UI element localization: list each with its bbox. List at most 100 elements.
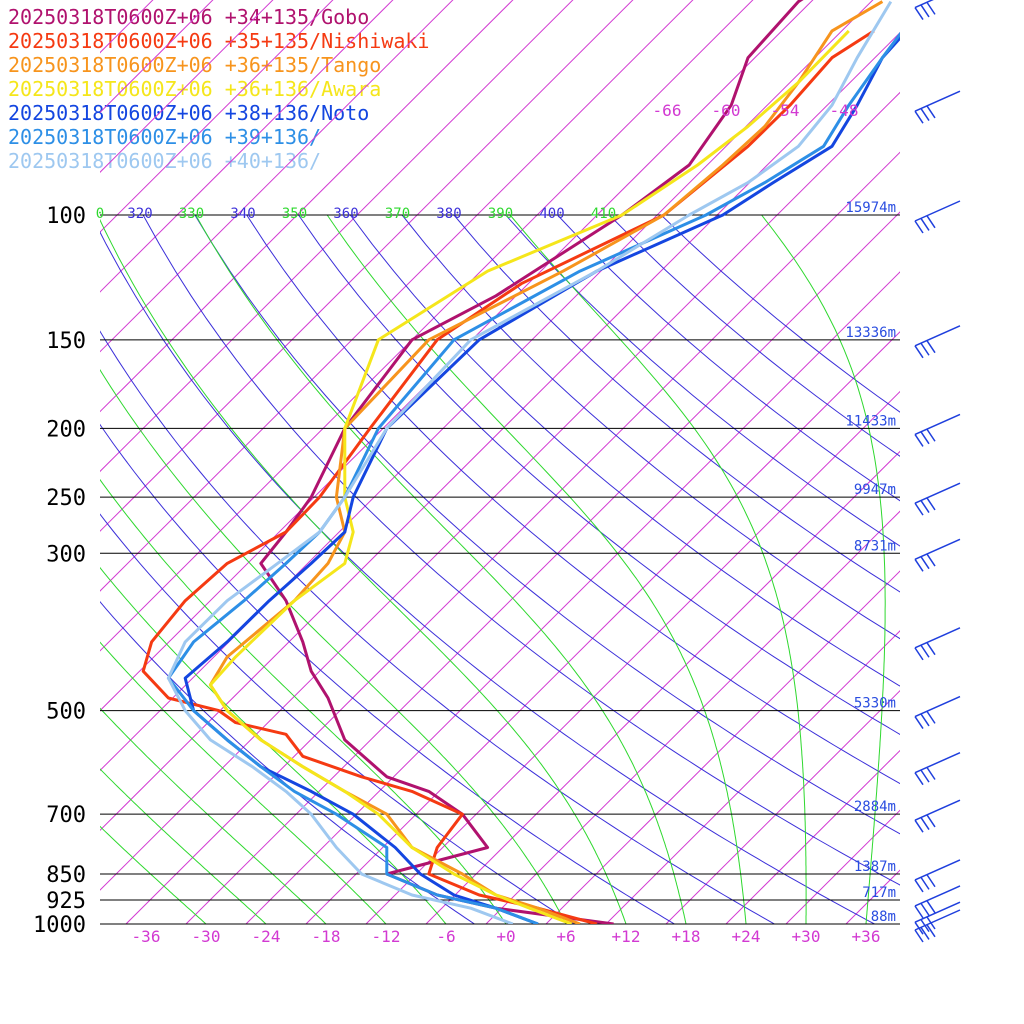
height-label: 8731m [854,538,896,554]
wind-barb-icon [914,859,961,893]
barb-flag [926,553,936,567]
temperature-tick-label: -12 [372,927,401,946]
isotherm-line [100,0,394,293]
barb-staff [914,799,961,821]
isotherm-line [100,0,694,592]
barb-staff [914,538,961,560]
barb-staff [914,901,961,923]
barb-staff [914,909,961,931]
legend-entry: 20250318T0600Z+06 +36+135/Tango [8,53,381,77]
theta-label: 370 [385,206,410,222]
dry-adiabat-line [246,214,900,785]
axis-labels: 100 15974m 150 13336m 200 11433m 250 9947m 300 87… [33,101,896,946]
barb-flag [926,767,936,780]
wind-barbs [914,0,961,943]
pressure-label: 300 [46,542,86,567]
barb-staff [914,752,961,774]
legend: 20250318T0600Z+06 +34+135/Gobo20250318T0… [8,5,429,173]
barb-flag [914,110,924,124]
isotherm-line [845,869,900,924]
barb-flag [920,431,930,445]
isotherm-line [100,0,334,233]
temperature-tick-label: +12 [612,927,641,946]
isotherm-line [100,0,214,114]
wind-barb-icon [914,799,961,833]
pressure-label: 925 [46,889,86,914]
isotherm-lines [100,0,900,924]
isotherm-line [100,0,754,652]
wind-barb-icon [914,413,961,447]
isotherm-line [185,211,900,924]
isotherm-line [100,91,900,891]
pressure-label: 1000 [33,913,86,938]
profile-line [208,29,850,924]
barb-flag [920,769,930,783]
isotherm-line [100,0,154,54]
temperature-tick-label: +0 [496,927,515,946]
theta-label: 330 [179,206,204,222]
wind-barb-icon [914,627,961,661]
barb-staff [914,695,961,718]
barb-flag [926,900,936,914]
barb-staff [914,200,961,222]
pressure-label: 200 [46,417,86,442]
barb-flag [914,772,924,786]
theta-label: 350 [282,206,307,222]
isotherm-line [100,0,514,413]
barb-flag [914,921,924,935]
moist-adiabat-lines [100,214,886,924]
upper-temperature-label: -66 [653,101,682,120]
height-label: 11433m [845,413,896,429]
legend-entry: 20250318T0600Z+06 +36+136/Awara [8,77,381,101]
barb-staff [914,413,961,436]
barb-flag [926,916,936,930]
barb-staff [914,859,961,881]
barb-flag [926,814,936,828]
temperature-tick-label: -18 [312,927,341,946]
isotherm-line [245,271,900,924]
moist-adiabat-line [100,768,267,924]
temperature-tick-label: +6 [556,927,575,946]
height-label: 15974m [845,200,896,216]
upper-temperature-label: -54 [771,101,800,120]
barb-flag [926,340,936,354]
barb-flag [926,642,936,656]
theta-label: 360 [333,206,358,222]
legend-entry: 20250318T0600Z+06 +39+136/ [8,125,321,149]
barb-staff [914,482,961,504]
profile-line [141,29,875,924]
isotherm-line [305,331,900,924]
wind-barb-icon [914,200,961,234]
moist-adiabat-line [509,214,807,924]
pressure-label: 850 [46,863,86,888]
moist-adiabat-line [100,825,207,924]
pressure-label: 700 [46,803,86,828]
barb-flag [926,215,936,229]
isotherm-line [100,31,900,831]
wind-barb-icon [914,695,961,729]
height-label: 13336m [845,325,896,341]
dry-adiabat-line [349,214,900,687]
barb-flag [920,926,930,940]
dry-adiabat-line [194,214,900,835]
wind-barb-icon [914,90,961,124]
barb-flag [914,558,924,572]
barb-flag [920,644,930,658]
wind-barb-icon [914,482,961,516]
height-label: 88m [871,909,896,925]
barb-flag [914,647,924,661]
barb-flag [920,217,930,231]
wind-barb-icon [914,538,961,572]
profile-line [166,0,893,924]
barb-flag [914,905,924,919]
temperature-tick-label: -6 [436,927,455,946]
pressure-label: 500 [46,700,86,725]
dry-adiabat-line [660,214,900,413]
pressure-label: 100 [46,204,86,229]
wind-barb-icon [914,909,961,943]
barb-flag [914,929,924,943]
height-label: 9947m [854,482,896,498]
barb-flag [920,108,930,121]
temperature-tick-label: -30 [192,927,221,946]
